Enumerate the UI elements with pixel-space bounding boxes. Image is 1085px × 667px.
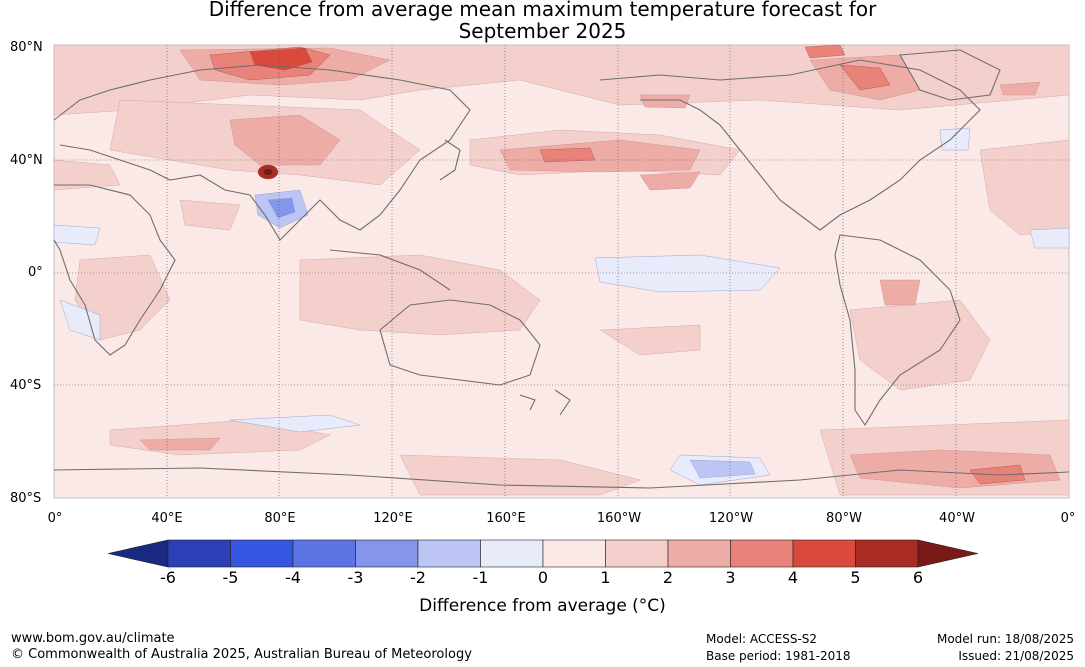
colorbar-tick-label: 6 xyxy=(912,568,924,587)
lon-label-40e: 40°E xyxy=(151,511,183,526)
colorbar-tick-label: -2 xyxy=(410,568,426,587)
lon-label-0-right: 0° xyxy=(1060,511,1076,526)
footer-model: Model: ACCESS-S2 xyxy=(706,632,818,646)
colorbar-tick-label: 3 xyxy=(725,568,736,587)
colorbar-tick-label: 4 xyxy=(787,568,799,587)
colorbar-cell xyxy=(480,539,544,568)
lat-label-80n: 80°N xyxy=(10,40,43,55)
lon-label-120e: 120°E xyxy=(373,511,413,526)
colorbar-cell xyxy=(605,539,669,568)
footer-model-run: Model run: 18/08/2025 xyxy=(936,632,1074,646)
lon-label-120w: 120°W xyxy=(708,511,754,526)
anomaly-3-5-regions xyxy=(209,44,1026,485)
colorbar-cell xyxy=(792,539,856,568)
lon-label-80e: 80°E xyxy=(264,511,296,526)
colorbar-cell xyxy=(730,539,794,568)
coastlines xyxy=(53,49,1070,489)
temperature-anomaly-map xyxy=(53,44,1070,499)
lon-label-0-left: 0° xyxy=(47,511,63,526)
colorbar-tick-label: -4 xyxy=(285,568,301,587)
colorbar-cell xyxy=(292,539,356,568)
colorbar-cells xyxy=(107,539,979,568)
colorbar-tick-label: -1 xyxy=(472,568,489,587)
colorbar-cell xyxy=(855,539,919,568)
colorbar-label: Difference from average (°C) xyxy=(419,596,666,616)
colorbar-extend-low xyxy=(107,539,169,568)
colorbar-extend-high xyxy=(917,539,979,568)
lat-label-40n: 40°N xyxy=(10,153,43,168)
colorbar-tick-label: -5 xyxy=(222,568,239,587)
footer-base-period: Base period: 1981-2018 xyxy=(706,649,851,663)
colorbar-cell xyxy=(542,539,606,568)
lon-label-160e: 160°E xyxy=(486,511,526,526)
lon-label-40w: 40°W xyxy=(939,511,975,526)
map-title-line1: Difference from average mean maximum tem… xyxy=(208,0,877,21)
lat-label-80s: 80°S xyxy=(10,491,42,506)
map-title-line2: September 2025 xyxy=(458,19,627,43)
colorbar-tick-label: 2 xyxy=(662,568,674,587)
colorbar-tick-label: -3 xyxy=(347,568,364,587)
lat-label-0: 0° xyxy=(28,265,43,280)
colorbar-tick-label: -6 xyxy=(160,568,176,587)
lon-label-80w: 80°W xyxy=(826,511,862,526)
footer-copyright: © Commonwealth of Australia 2025, Austra… xyxy=(11,647,472,662)
colorbar-cell xyxy=(355,539,419,568)
colorbar-cell xyxy=(230,539,294,568)
colorbar-tick-label: 1 xyxy=(600,568,611,587)
footer-website: www.bom.gov.au/climate xyxy=(11,631,175,646)
lat-label-40s: 40°S xyxy=(10,378,42,393)
colorbar-tick-label: 5 xyxy=(850,568,861,587)
colorbar-cell xyxy=(667,539,731,568)
colorbar-cell xyxy=(167,539,231,568)
footer-issued: Issued: 21/08/2025 xyxy=(958,649,1074,663)
graticule xyxy=(54,45,1069,498)
lon-label-160w: 160°W xyxy=(596,511,642,526)
colorbar-cell xyxy=(417,539,481,568)
cool-anomaly-regions xyxy=(53,127,1070,486)
colorbar-tick-label: 0 xyxy=(537,568,549,587)
